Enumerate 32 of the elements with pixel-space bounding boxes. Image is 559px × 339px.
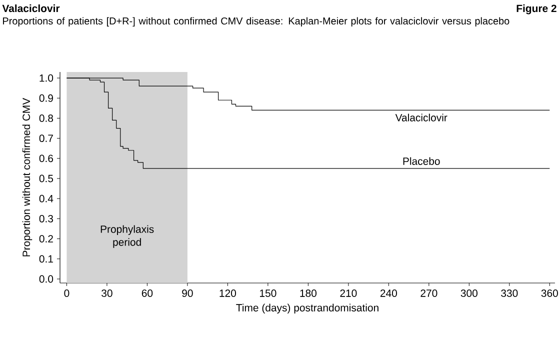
y-tick-label: 0.5 — [39, 174, 54, 182]
chart-subtitle: Proportions of patients [D+R-] without confirmed CMV disease: Kaplan-Meier plots for valaciclovir versus placebo — [3, 17, 510, 26]
x-tick-label: 120 — [220, 290, 236, 297]
x-tick-label: 270 — [420, 290, 438, 297]
y-tick-label: 0.1 — [39, 255, 53, 263]
band-label: Prophylaxis period — [100, 225, 154, 248]
x-tick-label: 300 — [460, 290, 478, 297]
x-tick-label: 60 — [142, 290, 153, 297]
x-tick-label: 240 — [380, 290, 397, 297]
x-tick-label: 210 — [340, 290, 357, 297]
x-tick-label: 180 — [300, 290, 316, 297]
y-tick-label: 0.2 — [39, 235, 53, 242]
y-tick-label: 1.0 — [40, 74, 54, 82]
x-tick-label: 0 — [64, 290, 70, 297]
series-label: Valaciclovir — [395, 114, 448, 122]
y-tick-label: 0.9 — [39, 94, 53, 102]
x-tick-label: 90 — [182, 290, 193, 297]
x-tick-label: 30 — [102, 290, 112, 297]
y-tick-label: 0.8 — [39, 114, 54, 122]
series-label: Placebo — [403, 157, 440, 165]
y-axis-title: Proportion without confirmed CMV — [22, 98, 32, 256]
x-tick-label: 360 — [541, 290, 558, 297]
chart-title: Valaciclovir — [2, 4, 60, 12]
y-tick-label: 0.0 — [39, 275, 54, 283]
x-axis-title: Time (days) postrandomisation — [236, 304, 378, 314]
y-tick-label: 0.3 — [39, 214, 54, 222]
y-tick-label: 0.4 — [39, 194, 54, 202]
y-tick-label: 0.7 — [39, 134, 53, 142]
caption: Figure 2 — [516, 4, 556, 14]
x-tick-label: 330 — [501, 290, 518, 297]
x-tick-label: 150 — [260, 290, 276, 297]
y-tick-label: 0.6 — [39, 154, 54, 162]
